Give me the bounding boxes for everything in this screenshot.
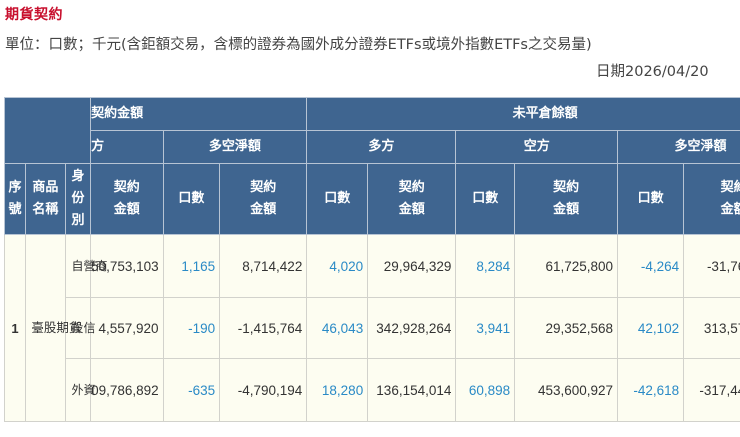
trade-net-lots[interactable]: -190 xyxy=(163,298,220,359)
header-product: 商品名稱 xyxy=(25,164,65,235)
header-identity: 身份別 xyxy=(65,164,90,235)
oi-net-amount: 313,575,696 xyxy=(684,298,740,359)
trade-net-amount: -4,790,194 xyxy=(220,359,307,422)
row-product: 臺股期貨 xyxy=(25,235,65,422)
header-oi-short-lots: 口數 xyxy=(456,164,515,235)
oi-net-lots[interactable]: -4,264 xyxy=(618,235,684,298)
oi-net-amount: -31,761,471 xyxy=(684,235,740,298)
trade-short-amount: 4,557,920 xyxy=(91,298,163,359)
table-row: 1 臺股期貨 自營商 50,753,103 1,165 8,714,422 4,… xyxy=(5,235,740,298)
header-trade-net-lots: 口數 xyxy=(163,164,220,235)
header-oi-long-amount: 契約金額 xyxy=(368,164,456,235)
futures-table-container[interactable]: 契約金額 未平倉餘額 方 多空淨額 多方 空方 多空淨額 序號 商品名稱 身份別… xyxy=(4,97,740,437)
table-row: 外資 09,786,892 -635 -4,790,194 18,280 136… xyxy=(5,359,740,422)
oi-short-amount: 29,352,568 xyxy=(515,298,618,359)
header-trading-amount: 契約金額 xyxy=(91,98,307,131)
oi-net-lots[interactable]: -42,618 xyxy=(618,359,684,422)
trade-net-amount: -1,415,764 xyxy=(220,298,307,359)
oi-short-amount: 61,725,800 xyxy=(515,235,618,298)
header-oi-long: 多方 xyxy=(307,131,456,164)
oi-short-amount: 453,600,927 xyxy=(515,359,618,422)
oi-long-amount: 29,964,329 xyxy=(368,235,456,298)
header-row-1: 契約金額 未平倉餘額 xyxy=(5,98,740,131)
trade-short-amount: 50,753,103 xyxy=(91,235,163,298)
header-trading-short: 方 xyxy=(91,131,163,164)
unit-note: 單位：口數；千元(含鉅額交易，含標的證券為國外成分證券ETFs或境外指數ETFs… xyxy=(5,33,592,54)
header-row-3: 序號 商品名稱 身份別 契約金額 口數 契約金額 口數 契約金額 口數 契約金額… xyxy=(5,164,740,235)
oi-long-lots[interactable]: 18,280 xyxy=(307,359,368,422)
header-oi-net-lots: 口數 xyxy=(618,164,684,235)
header-blank xyxy=(5,98,91,164)
trade-net-lots[interactable]: 1,165 xyxy=(163,235,220,298)
oi-net-lots[interactable]: 42,102 xyxy=(618,298,684,359)
oi-short-lots[interactable]: 3,941 xyxy=(456,298,515,359)
header-open-interest: 未平倉餘額 xyxy=(307,98,740,131)
oi-net-amount: -317,446,913 xyxy=(684,359,740,422)
row-identity: 外資 xyxy=(65,359,90,422)
oi-short-lots[interactable]: 60,898 xyxy=(456,359,515,422)
oi-long-amount: 136,154,014 xyxy=(368,359,456,422)
oi-long-lots[interactable]: 46,043 xyxy=(307,298,368,359)
oi-long-lots[interactable]: 4,020 xyxy=(307,235,368,298)
header-row-2: 方 多空淨額 多方 空方 多空淨額 xyxy=(5,131,740,164)
header-trading-net: 多空淨額 xyxy=(163,131,307,164)
trade-short-amount: 09,786,892 xyxy=(91,359,163,422)
page-title: 期貨契約 xyxy=(5,4,63,24)
table-row: 投信 4,557,920 -190 -1,415,764 46,043 342,… xyxy=(5,298,740,359)
header-trade-short-amount: 契約金額 xyxy=(91,164,163,235)
header-oi-long-lots: 口數 xyxy=(307,164,368,235)
header-trade-net-amount: 契約金額 xyxy=(220,164,307,235)
header-oi-net-amount: 契約金額 xyxy=(684,164,740,235)
futures-institutional-table: 契約金額 未平倉餘額 方 多空淨額 多方 空方 多空淨額 序號 商品名稱 身份別… xyxy=(4,97,740,422)
header-seq: 序號 xyxy=(5,164,26,235)
header-oi-net: 多空淨額 xyxy=(618,131,740,164)
row-identity: 自營商 xyxy=(65,235,90,298)
header-oi-short-amount: 契約金額 xyxy=(515,164,618,235)
oi-long-amount: 342,928,264 xyxy=(368,298,456,359)
row-seq: 1 xyxy=(5,235,26,422)
report-date: 日期2026/04/20 xyxy=(596,60,709,81)
trade-net-lots[interactable]: -635 xyxy=(163,359,220,422)
oi-short-lots[interactable]: 8,284 xyxy=(456,235,515,298)
trade-net-amount: 8,714,422 xyxy=(220,235,307,298)
header-oi-short: 空方 xyxy=(456,131,618,164)
